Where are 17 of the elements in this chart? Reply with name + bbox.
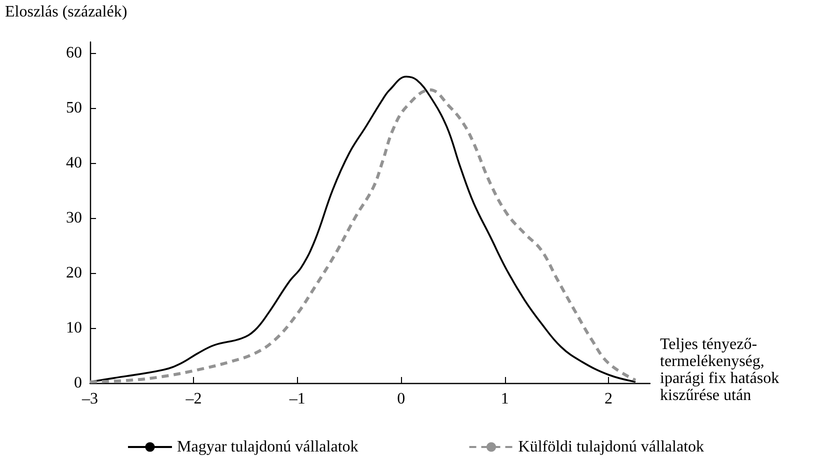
y-tick-label: 10 bbox=[66, 320, 82, 336]
x-tick-label: 1 bbox=[500, 390, 509, 408]
y-tick-label: 30 bbox=[66, 210, 82, 226]
legend-label: Külföldi tulajdonú vállalatok bbox=[518, 438, 704, 456]
y-tick-label: 40 bbox=[66, 154, 82, 172]
y-tick-label: 50 bbox=[66, 100, 82, 116]
y-axis-title: Eloszlás (százalék) bbox=[5, 4, 128, 20]
x-tick-label: 2 bbox=[604, 390, 613, 408]
x-axis-title: Teljes tényező- termelékenység, iparági fix hatások kiszűrése után bbox=[660, 336, 780, 404]
y-tick-label: 20 bbox=[66, 264, 82, 282]
y-tick-label: 0 bbox=[74, 374, 82, 392]
x-tick-label: 0 bbox=[397, 390, 406, 408]
legend-label: Magyar tulajdonú vállalatok bbox=[176, 438, 358, 456]
y-tick-label: 60 bbox=[66, 44, 82, 62]
x-tick-label: –1 bbox=[288, 390, 306, 408]
x-tick-label: –3 bbox=[81, 390, 98, 408]
x-tick-label: –2 bbox=[184, 390, 202, 408]
